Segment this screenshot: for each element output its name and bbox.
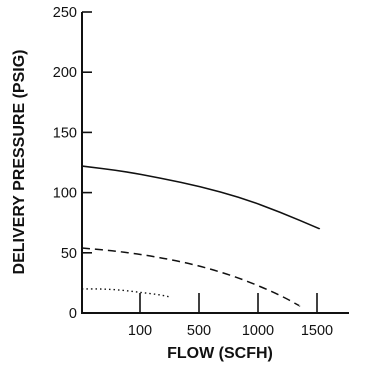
x-axis-title: FLOW (SCFH): [167, 345, 273, 362]
solid-series-line: [81, 165, 321, 230]
y-axis-title: DELIVERY PRESSURE (PSIG): [11, 50, 28, 275]
y-tick-label: 250: [53, 5, 77, 21]
y-ticks: 0 50 100 150 200 250: [53, 5, 92, 322]
dotted-series-line: [81, 288, 172, 298]
y-tick-label: 100: [53, 186, 77, 202]
x-ticks: 100 500 1000 1500: [128, 293, 333, 339]
y-tick-label: 50: [61, 246, 77, 262]
x-tick-label: 1500: [301, 323, 333, 339]
y-tick-label: 200: [53, 65, 77, 81]
x-tick-label: 1000: [242, 323, 274, 339]
x-tick-label: 500: [187, 323, 211, 339]
y-tick-label: 0: [69, 306, 77, 322]
dashed-series-line: [81, 247, 301, 307]
series-layer: [81, 165, 321, 307]
x-tick-label: 100: [128, 323, 152, 339]
y-tick-label: 150: [53, 125, 77, 141]
y-axis-title-group: DELIVERY PRESSURE (PSIG): [11, 50, 28, 275]
